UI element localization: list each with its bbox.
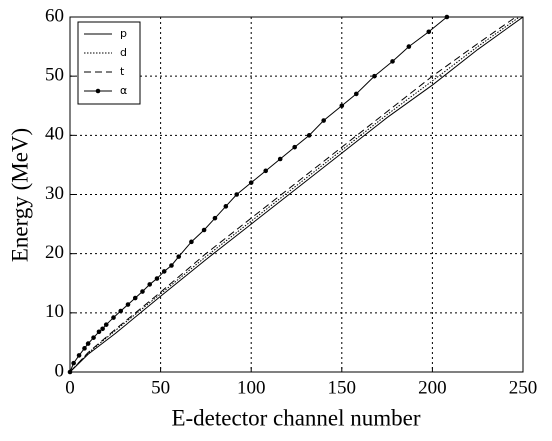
y-tick-label: 0 bbox=[55, 360, 65, 381]
marker bbox=[406, 44, 412, 49]
legend-marker bbox=[95, 88, 101, 94]
x-tick-label: 50 bbox=[151, 377, 170, 398]
plot-frame bbox=[69, 16, 524, 373]
marker bbox=[189, 239, 194, 245]
marker bbox=[96, 329, 102, 335]
marker bbox=[176, 254, 182, 259]
marker bbox=[212, 215, 218, 221]
marker bbox=[263, 168, 268, 174]
x-tick-label: 250 bbox=[509, 377, 538, 398]
marker bbox=[292, 144, 297, 150]
marker bbox=[125, 302, 131, 307]
legend-label: t bbox=[120, 65, 125, 78]
marker bbox=[321, 118, 326, 123]
marker bbox=[426, 29, 432, 35]
marker bbox=[71, 360, 76, 366]
marker bbox=[277, 156, 283, 162]
marker bbox=[339, 103, 345, 109]
marker bbox=[353, 91, 359, 97]
x-tick-label: 150 bbox=[328, 377, 357, 398]
y-tick-label: 30 bbox=[45, 183, 64, 204]
marker bbox=[111, 315, 116, 320]
y-tick-label: 50 bbox=[45, 65, 64, 86]
y-tick-label: 40 bbox=[45, 124, 64, 145]
x-axis-label: E-detector channel number bbox=[171, 405, 420, 430]
marker bbox=[306, 133, 312, 138]
marker bbox=[100, 326, 105, 332]
marker bbox=[161, 269, 167, 274]
marker bbox=[85, 341, 91, 346]
marker bbox=[91, 335, 96, 340]
marker bbox=[234, 192, 240, 197]
marker bbox=[390, 59, 395, 64]
y-axis-label: Energy (MeV) bbox=[7, 128, 32, 262]
marker bbox=[82, 346, 87, 351]
series-line bbox=[70, 16, 517, 373]
marker bbox=[140, 289, 145, 294]
marker bbox=[147, 282, 153, 287]
legend-label: p bbox=[120, 27, 127, 40]
marker bbox=[132, 295, 138, 301]
marker bbox=[201, 227, 207, 233]
legend-box bbox=[77, 21, 141, 105]
y-tick-label: 60 bbox=[45, 5, 64, 26]
marker bbox=[248, 180, 254, 185]
series-line bbox=[70, 16, 523, 373]
marker bbox=[103, 322, 109, 327]
marker bbox=[169, 263, 174, 268]
legend-label: d bbox=[120, 46, 127, 59]
marker bbox=[444, 14, 450, 20]
series-line bbox=[70, 16, 520, 373]
marker bbox=[372, 73, 377, 79]
x-tick-label: 0 bbox=[65, 377, 75, 398]
x-tick-label: 200 bbox=[418, 377, 447, 398]
legend-label: α bbox=[120, 84, 127, 97]
y-tick-label: 10 bbox=[45, 301, 64, 322]
y-tick-label: 20 bbox=[45, 242, 64, 263]
marker bbox=[223, 204, 229, 209]
marker bbox=[67, 369, 73, 375]
marker bbox=[154, 276, 160, 281]
x-tick-label: 100 bbox=[237, 377, 266, 398]
marker bbox=[76, 353, 82, 358]
marker bbox=[118, 308, 124, 314]
